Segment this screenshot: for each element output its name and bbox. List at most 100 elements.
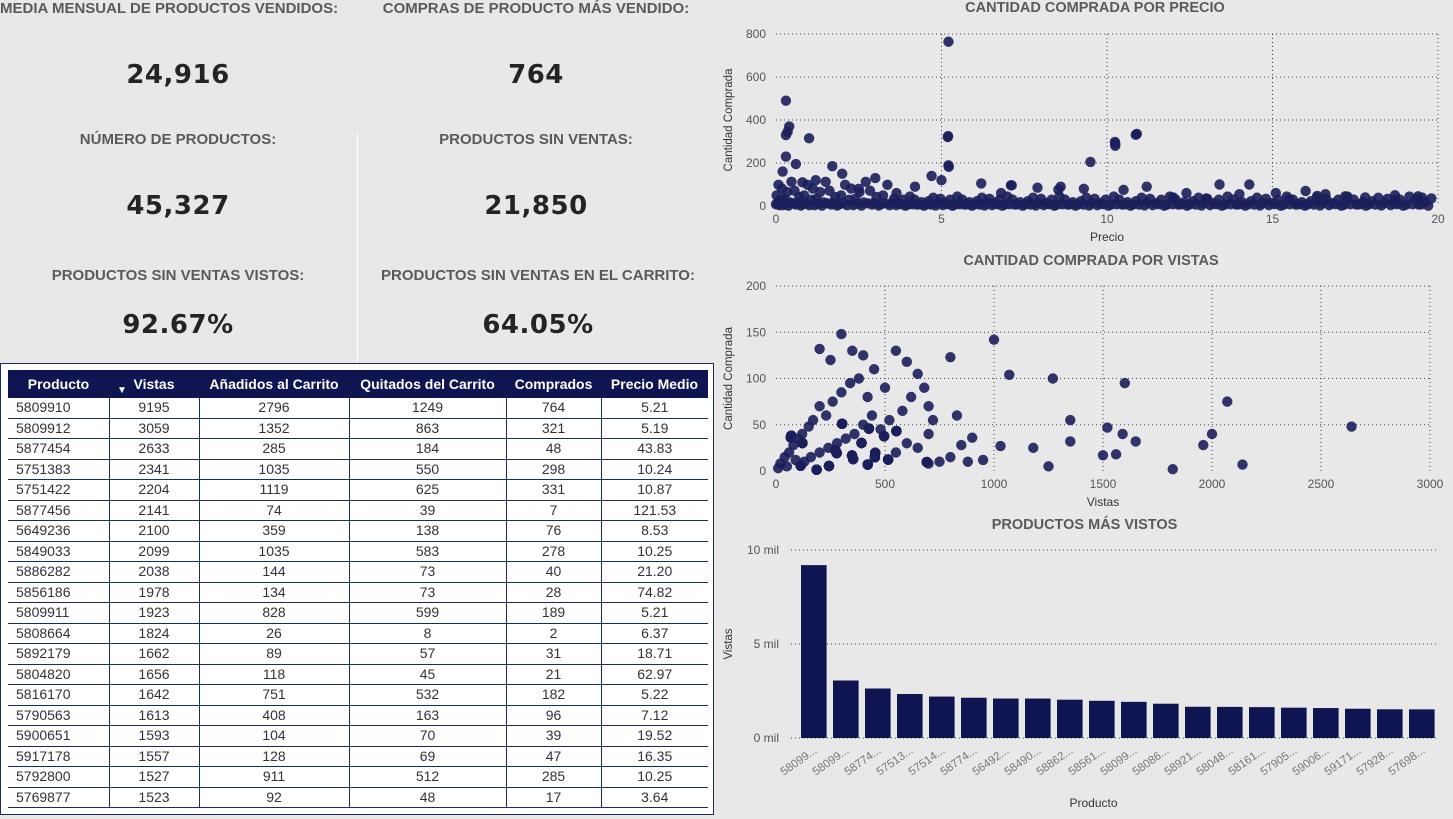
table-row[interactable]: 5877456 2141 74 39 7 121.53 [8,500,708,521]
data-point [870,172,881,184]
table-row[interactable]: 5808664 1824 26 8 2 6.37 [8,623,708,644]
table-cell: 1352 [199,418,350,439]
table-row[interactable]: 5751383 2341 1035 550 298 10.24 [8,459,708,480]
data-point [967,432,978,443]
col-header-comprados[interactable]: Comprados [506,370,601,398]
table-row[interactable]: 5809912 3059 1352 863 321 5.19 [8,418,708,439]
data-point [945,451,956,463]
kpi-no-sales-viewed-value: 92.67% [122,310,234,340]
data-point [844,377,856,389]
table-cell: 532 [349,684,507,706]
table-row[interactable]: 5769877 1523 92 48 17 3.64 [8,787,708,808]
data-point [1032,182,1043,193]
data-point [1065,436,1076,447]
data-point [912,368,923,380]
kpi-no-sales-cart-value: 64.05% [482,310,594,340]
table-row[interactable]: 5649236 2100 359 138 76 8.53 [8,520,708,542]
data-point [1117,428,1128,440]
kpi-num-products-label: NÚMERO DE PRODUCTOS: [79,131,277,148]
x-axis-label: Producto [1069,796,1117,810]
bar [865,688,891,738]
table-row[interactable]: 5751422 2204 1119 625 331 10.87 [8,479,708,501]
table-cell: 5892179 [8,643,110,665]
data-point [901,438,912,449]
data-point [790,158,802,170]
data-point [866,410,878,421]
data-point [836,387,847,398]
col-header-anadidos[interactable]: Añadidos al Carrito [199,370,349,398]
data-point [823,442,834,454]
table-row[interactable]: 5790563 1613 408 163 96 7.12 [8,705,708,726]
table-cell: 2038 [109,561,200,583]
table-row[interactable]: 5900651 1593 104 70 39 19.52 [8,725,708,747]
table-row[interactable]: 5849033 2099 1035 583 278 10.25 [8,541,708,562]
data-point [882,454,894,465]
table-cell: 331 [506,479,602,501]
table-cell: 5.19 [601,418,708,439]
table-row[interactable]: 5809910 9195 2796 1249 764 5.21 [8,398,708,419]
table-cell: 2 [506,623,602,644]
data-point [837,168,848,179]
table-row[interactable]: 5877454 2633 285 184 48 43.83 [8,438,708,460]
table-cell: 512 [349,766,507,788]
table-row[interactable]: 5816170 1642 751 532 182 5.22 [8,684,708,706]
data-point [814,447,825,458]
kpi-no-sales-viewed-label: PRODUCTOS SIN VENTAS VISTOS: [51,267,305,284]
col-header-quitados[interactable]: Quitados del Carrito [349,370,506,398]
table-cell: 1978 [109,582,200,603]
table-row[interactable]: 5886282 2038 144 73 40 21.20 [8,561,708,583]
data-point [962,456,974,467]
data-point [827,161,838,172]
data-point [1047,373,1059,384]
bar [1089,700,1115,738]
table-cell: 2100 [109,520,200,542]
table-cell: 1249 [349,398,507,419]
table-row[interactable]: 5892179 1662 89 57 31 18.71 [8,643,708,665]
table-cell: 163 [349,705,507,726]
y-tick-label: 200 [746,156,766,170]
data-point [799,456,810,467]
table-row[interactable]: 5856186 1978 134 73 28 74.82 [8,582,708,603]
table-cell: 19.52 [601,725,708,747]
col-header-vistas[interactable]: Vistas ▼ [109,370,199,398]
table-cell: 7.12 [601,705,708,726]
sort-desc-icon: ▼ [117,385,127,396]
x-tick-label: 1000 [981,477,1008,491]
y-tick-label: 800 [746,27,766,41]
table-row[interactable]: 5809911 1923 828 599 189 5.21 [8,602,708,624]
data-point [860,176,871,187]
kpi-no-sales-cart-label: PRODUCTOS SIN VENTAS EN EL CARRITO: [381,267,695,284]
y-tick-label: 0 [759,464,766,478]
table-cell: 5769877 [8,787,110,808]
data-point [1234,188,1245,200]
table-cell: 2341 [109,459,200,480]
data-point [890,447,902,458]
table-cell: 2633 [109,438,200,460]
data-point [1340,191,1351,202]
table-cell: 599 [349,602,507,624]
table-row[interactable]: 5792800 1527 911 512 285 10.25 [8,766,708,788]
table-cell: 5886282 [8,561,110,583]
table-row[interactable]: 5804820 1656 118 45 21 62.97 [8,664,708,685]
data-point [1320,188,1331,200]
table-cell: 121.53 [601,500,708,521]
data-point [977,454,989,466]
y-tick-label: 200 [746,279,766,293]
table-cell: 5.22 [601,684,708,706]
table-cell: 5792800 [8,766,110,788]
table-row[interactable]: 5917178 1557 128 69 47 16.35 [8,746,708,767]
data-point [882,179,893,190]
table-cell: 5809912 [8,418,110,439]
col-header-producto[interactable]: Producto [8,370,109,398]
col-header-precio-medio[interactable]: Precio Medio [601,370,708,398]
table-cell: 5877456 [8,500,110,521]
kpi-top-product-value: 764 [508,60,564,90]
data-point [1006,180,1017,191]
data-point [877,190,889,201]
chart-price-panel: CANTIDAD COMPRADA POR PRECIO 0 200 400 600 8… [716,0,1453,250]
table-cell: 5751422 [8,479,110,501]
table-cell: 74 [199,500,350,521]
data-point [923,458,934,469]
table-cell: 5790563 [8,705,110,726]
x-axis-label: Vistas [1087,495,1119,509]
